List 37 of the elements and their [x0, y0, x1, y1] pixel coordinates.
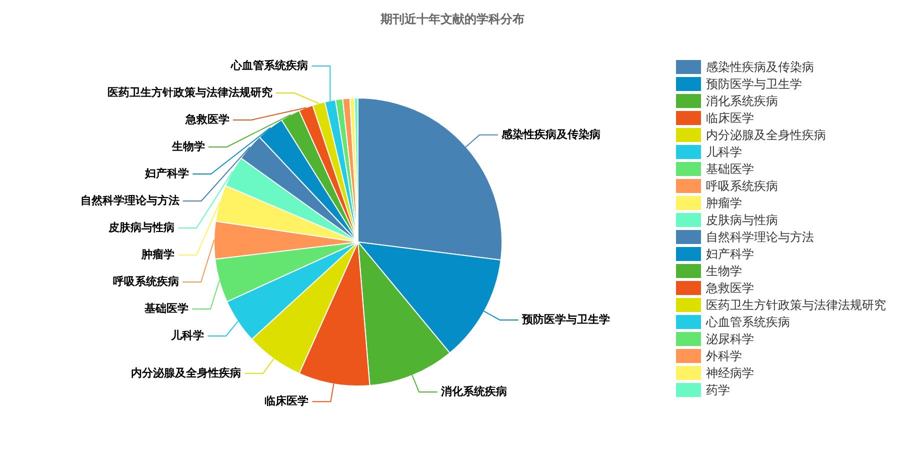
slice-label: 预防医学与卫生学 [520, 313, 610, 326]
slice-label: 心血管系统疾病 [230, 59, 308, 72]
legend-label: 神经病学 [706, 366, 754, 380]
legend-label: 基础医学 [706, 162, 754, 176]
slice-label: 临床医学 [264, 394, 309, 408]
slice-label: 消化系统疾病 [440, 385, 508, 398]
legend-label: 呼吸系统疾病 [706, 179, 778, 193]
slice-label: 医药卫生方针政策与法律法规研究 [107, 86, 272, 99]
legend-label: 药学 [706, 383, 730, 397]
slice-label: 内分泌腺及全身性疾病 [131, 366, 242, 380]
slice-label: 儿科学 [170, 329, 204, 342]
slice-label: 妇产科学 [144, 167, 189, 180]
legend-label: 外科学 [706, 349, 742, 363]
legend-label: 心血管系统疾病 [705, 315, 790, 329]
slice-label: 呼吸系统疾病 [113, 275, 180, 288]
legend-label: 皮肤病与性病 [706, 213, 778, 227]
legend-label: 预防医学与卫生学 [706, 77, 802, 91]
legend-label: 泌尿科学 [706, 332, 754, 346]
chart-title: 期刊近十年文献的学科分布 [380, 12, 524, 26]
slice-label: 急救医学 [184, 113, 230, 126]
slice-label: 感染性疾病及传染病 [500, 128, 601, 141]
legend-label: 自然科学理论与方法 [706, 230, 814, 244]
legend-label: 医药卫生方针政策与法律法规研究 [706, 298, 886, 312]
slice-label: 肿瘤学 [140, 248, 175, 261]
legend-label: 肿瘤学 [706, 196, 742, 210]
legend-label: 消化系统疾病 [706, 94, 778, 108]
legend-label: 儿科学 [706, 145, 742, 159]
slice-label: 皮肤病与性病 [108, 221, 175, 234]
slice-label: 自然科学理论与方法 [80, 194, 180, 207]
legend-label: 生物学 [706, 264, 742, 278]
slice-label: 生物学 [170, 140, 205, 153]
legend-label: 感染性疾病及传染病 [706, 60, 814, 74]
slice-label: 基础医学 [144, 302, 189, 315]
legend-label: 急救医学 [705, 281, 754, 295]
legend-label: 临床医学 [706, 111, 754, 125]
legend-label: 妇产科学 [706, 247, 754, 261]
legend-label: 内分泌腺及全身性疾病 [706, 128, 826, 142]
